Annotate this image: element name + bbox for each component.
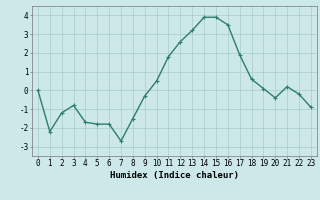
X-axis label: Humidex (Indice chaleur): Humidex (Indice chaleur) (110, 171, 239, 180)
